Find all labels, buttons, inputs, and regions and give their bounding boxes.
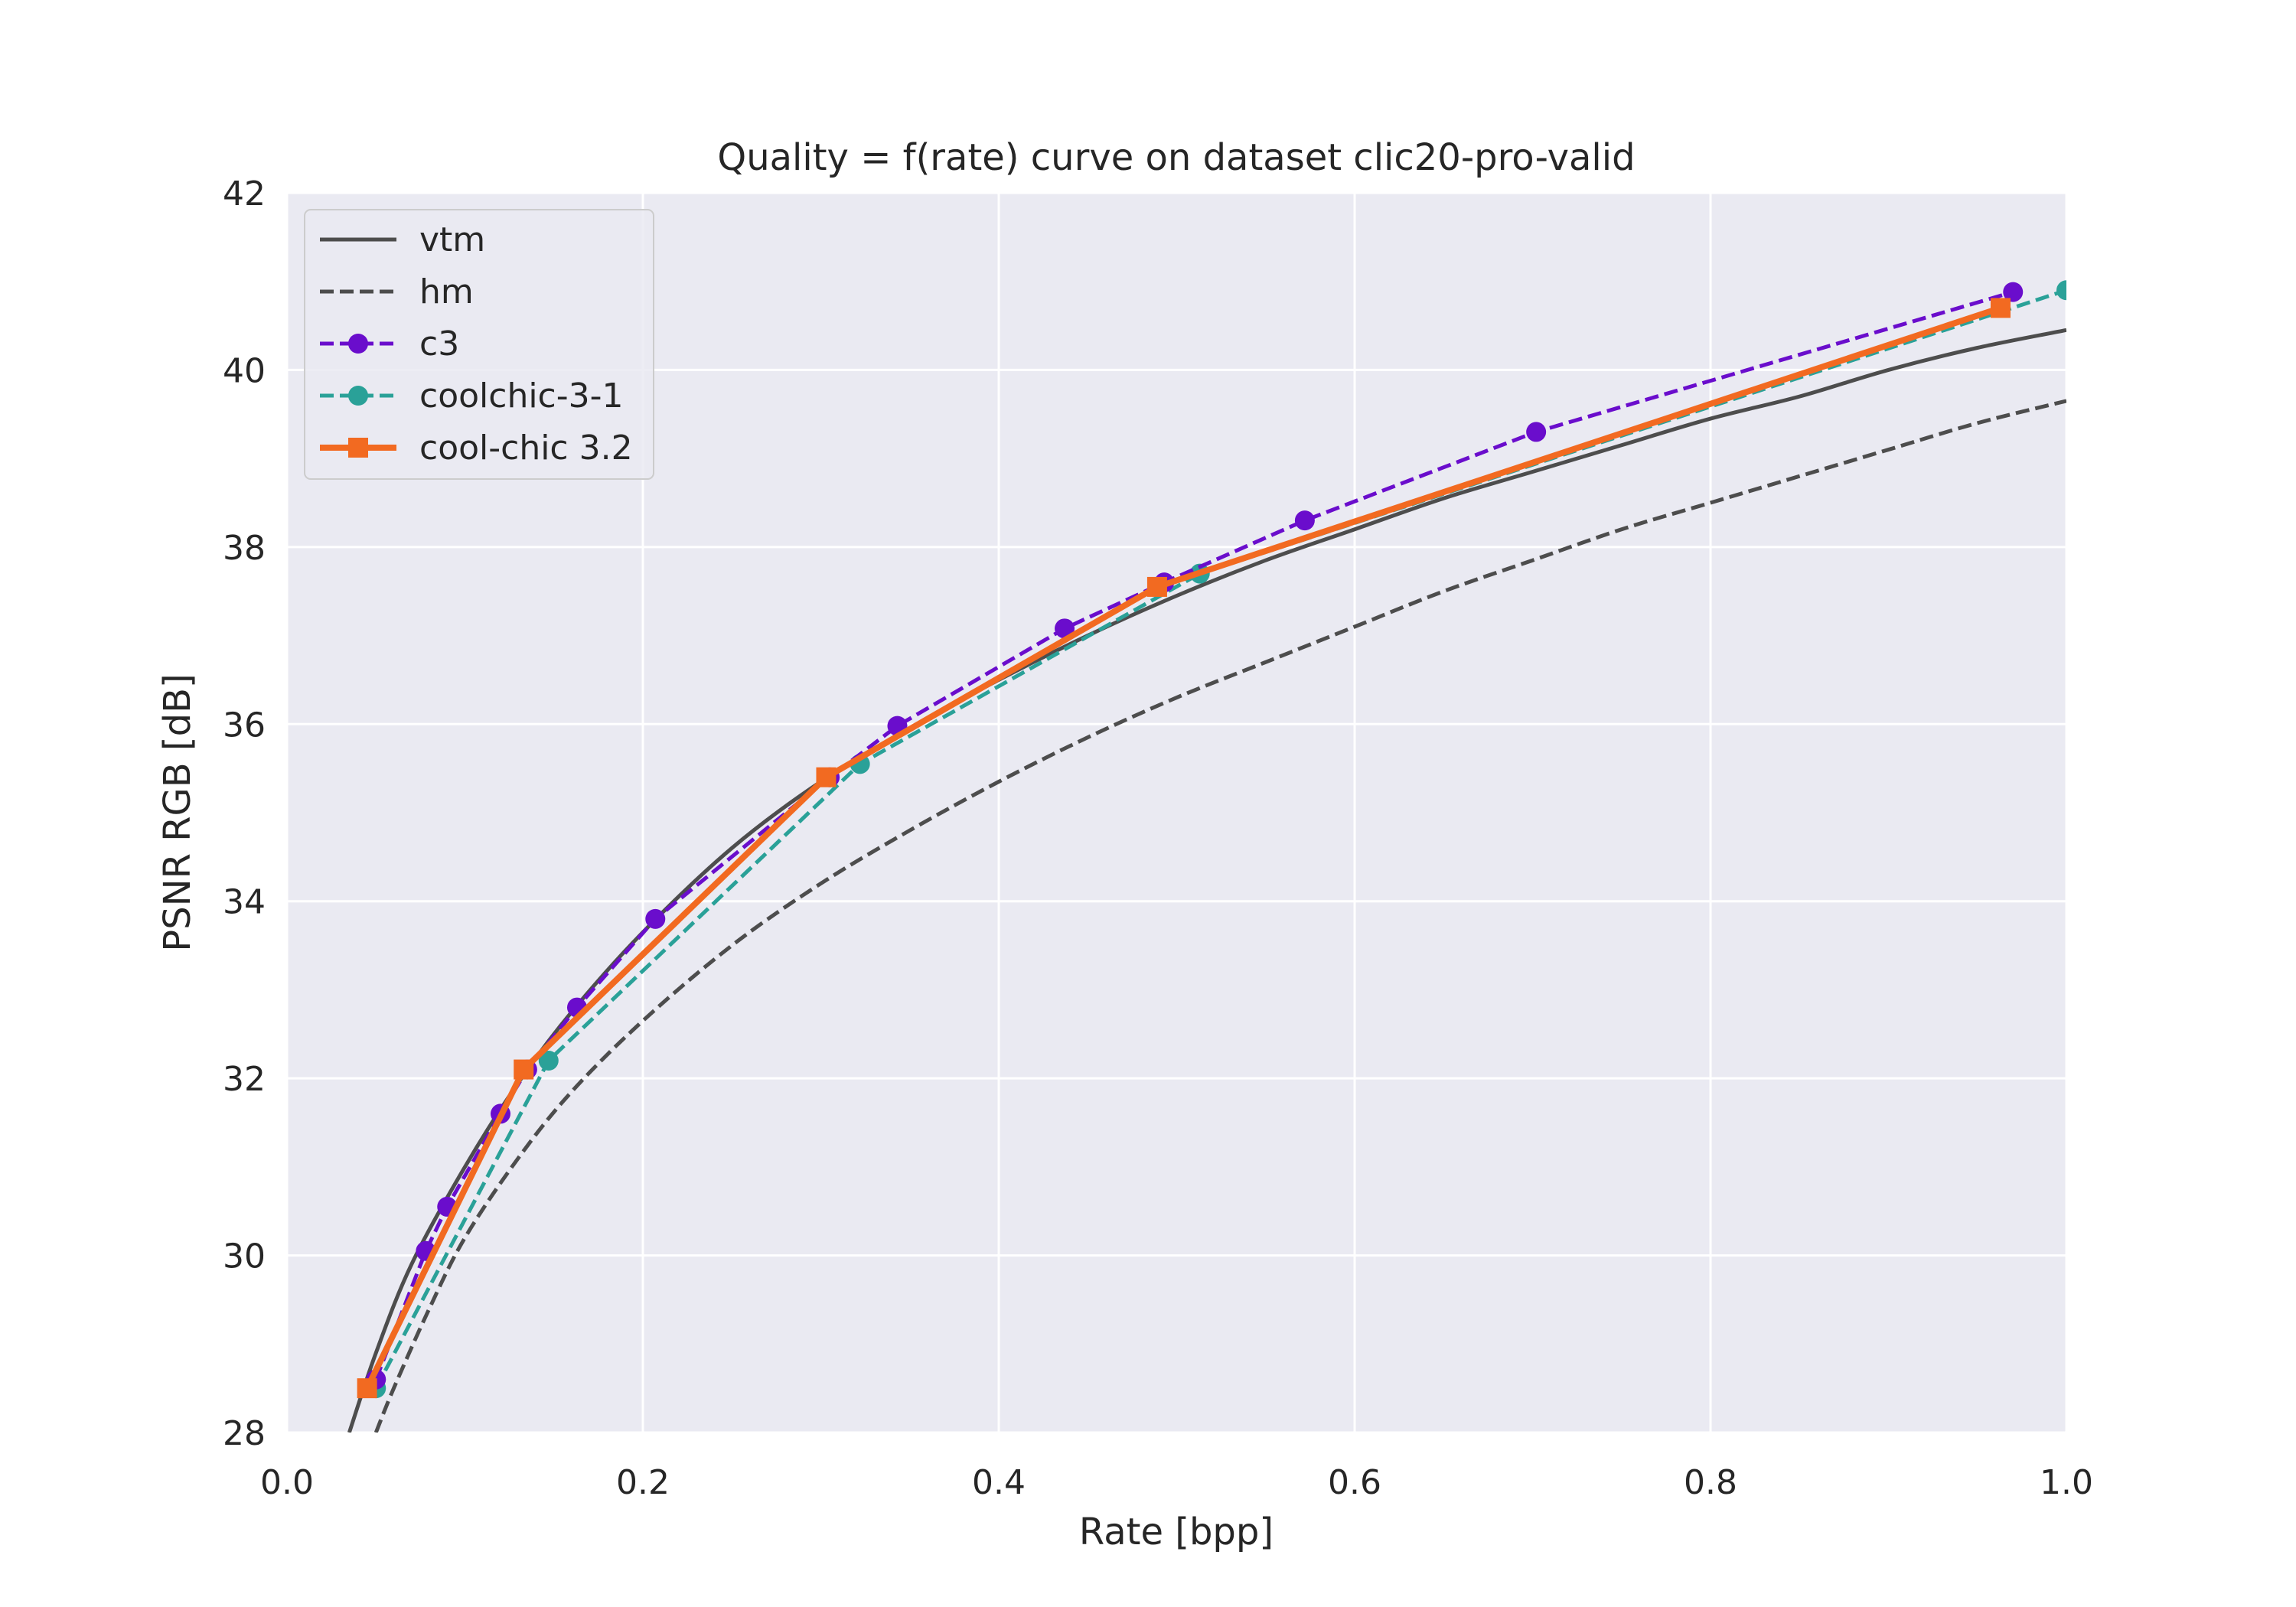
- legend-label-vtm: vtm: [419, 220, 485, 259]
- data-point-coolchic-3-1: [2056, 280, 2066, 301]
- y-tick-label: 34: [223, 883, 266, 922]
- series-line-hm: [373, 399, 2066, 1433]
- legend-label-hm: hm: [419, 272, 474, 311]
- tick-labels: 0.0 0.2 0.4 0.6 0.8 1.0 28 30 32 34 36 38 40 42: [223, 174, 2093, 1502]
- data-point-coolchic-3-1: [538, 1051, 559, 1071]
- series-hm: [373, 399, 2066, 1433]
- data-point-c3: [1526, 422, 1547, 442]
- y-tick-label: 38: [223, 529, 266, 568]
- y-tick-label: 36: [223, 706, 266, 745]
- chart-title: Quality = f(rate) curve on dataset clic2…: [717, 136, 1635, 179]
- y-axis-label: PSNR RGB [dB]: [156, 673, 199, 952]
- data-point-cool-chic-3-2: [357, 1378, 377, 1399]
- series-layer: [347, 280, 2066, 1433]
- x-tick-label: 0.4: [972, 1463, 1026, 1502]
- x-tick-label: 0.0: [260, 1463, 314, 1502]
- x-axis-label: Rate [bpp]: [1079, 1511, 1274, 1553]
- data-point-c3: [2003, 282, 2024, 302]
- legend-entry-cool-chic-3-2: cool-chic 3.2: [320, 429, 633, 468]
- legend-entry-vtm: vtm: [320, 220, 485, 259]
- series-line-c3: [373, 290, 2014, 1380]
- x-tick-label: 0.8: [1684, 1463, 1737, 1502]
- y-tick-label: 28: [223, 1414, 266, 1453]
- data-point-c3: [1055, 618, 1075, 639]
- y-tick-label: 42: [223, 174, 266, 214]
- x-tick-label: 0.2: [616, 1463, 670, 1502]
- legend-entry-c3: c3: [320, 324, 459, 363]
- legend-label-cool-chic-3-2: cool-chic 3.2: [419, 429, 633, 468]
- data-point-cool-chic-3-2: [1146, 576, 1167, 597]
- legend-frame: [304, 209, 654, 480]
- y-tick-label: 40: [223, 351, 266, 390]
- legend-entry-hm: hm: [320, 272, 474, 311]
- data-point-c3: [645, 908, 666, 929]
- data-point-c3: [1294, 510, 1315, 531]
- data-point-cool-chic-3-2: [514, 1059, 534, 1080]
- legend-entry-coolchic-3-1: coolchic-3-1: [320, 376, 624, 416]
- legend-marker-cool-chic-3-2: [348, 438, 368, 458]
- legend-label-c3: c3: [419, 324, 459, 363]
- data-point-cool-chic-3-2: [816, 767, 837, 787]
- series-cool-chic-3-2: [357, 298, 2011, 1399]
- legend: vtm hm c3 coolchic-3-1 cool-chic 3.2: [304, 209, 654, 480]
- y-tick-label: 32: [223, 1060, 266, 1099]
- legend-marker-c3: [348, 334, 368, 354]
- data-point-cool-chic-3-2: [1990, 298, 2011, 318]
- legend-marker-coolchic-3-1: [348, 386, 368, 406]
- legend-label-coolchic-3-1: coolchic-3-1: [419, 376, 624, 416]
- x-tick-label: 1.0: [2040, 1463, 2093, 1502]
- y-tick-label: 30: [223, 1237, 266, 1276]
- x-tick-label: 0.6: [1328, 1463, 1381, 1502]
